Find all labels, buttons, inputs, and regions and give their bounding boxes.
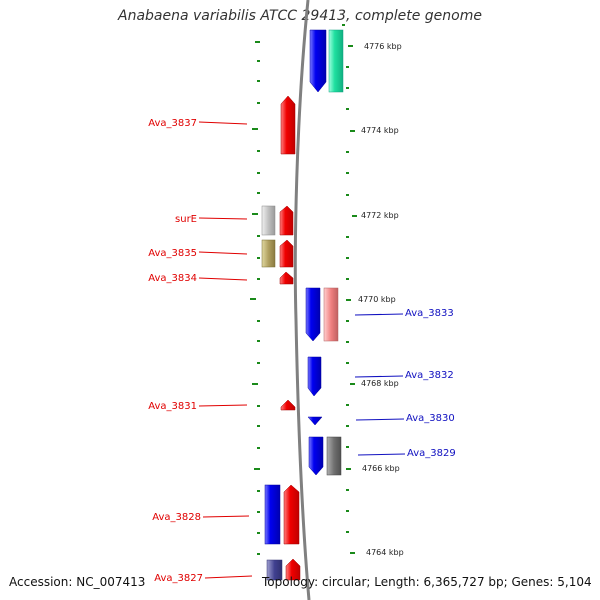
gene-ava-3835-block[interactable] xyxy=(261,239,276,268)
gene-label-ava-3837[interactable]: Ava_3837 xyxy=(148,118,197,129)
gene-label-ava-3829[interactable]: Ava_3829 xyxy=(407,448,456,459)
gene-ava-3834-arrow[interactable] xyxy=(279,271,294,285)
gene-label-ava-3835[interactable]: Ava_3835 xyxy=(148,248,197,259)
gene-sure-arrow[interactable] xyxy=(279,205,294,236)
kbp-label-4770: 4770 kbp xyxy=(358,295,396,304)
genome-title: Anabaena variabilis ATCC 29413, complete… xyxy=(118,8,482,24)
gene-ava-3832-arrow[interactable] xyxy=(307,356,322,397)
right-tick-marks xyxy=(342,24,357,554)
kbp-label-4776: 4776 kbp xyxy=(364,42,402,51)
gene-label-ava-3834[interactable]: Ava_3834 xyxy=(148,273,197,284)
gene-label-ava-3833[interactable]: Ava_3833 xyxy=(405,308,454,319)
gene-ava-3833-arrow[interactable] xyxy=(305,287,321,342)
gene-label-ava-3827[interactable]: Ava_3827 xyxy=(154,573,203,584)
gene-ava-3830-arrow[interactable] xyxy=(307,416,323,426)
feature-block-top-green[interactable] xyxy=(328,29,344,93)
gene-sure-block[interactable] xyxy=(261,205,276,236)
gene-label-ava-3828[interactable]: Ava_3828 xyxy=(152,512,201,523)
right-leader-lines xyxy=(354,313,406,456)
gene-ava-3831-arrow[interactable] xyxy=(280,399,296,411)
gene-ava-3828-block[interactable] xyxy=(264,484,281,545)
genome-backbone xyxy=(293,0,311,600)
left-tick-marks xyxy=(250,41,260,555)
gene-ava-3837-arrow[interactable] xyxy=(280,95,296,155)
gene-ava-3833-block[interactable] xyxy=(323,287,339,342)
gene-label-ava-3832[interactable]: Ava_3832 xyxy=(405,370,454,381)
gene-ava-3827-block[interactable] xyxy=(266,559,283,581)
left-leader-lines xyxy=(198,121,253,579)
kbp-label-4766: 4766 kbp xyxy=(362,464,400,473)
gene-ava-3827-arrow[interactable] xyxy=(285,558,301,581)
kbp-label-4764: 4764 kbp xyxy=(366,548,404,557)
gene-ava-3829-arrow[interactable] xyxy=(308,436,324,476)
accession-text: Accession: NC_007413 xyxy=(9,575,146,589)
gene-label-ava-3830[interactable]: Ava_3830 xyxy=(406,413,455,424)
kbp-label-4774: 4774 kbp xyxy=(361,126,399,135)
kbp-label-4772: 4772 kbp xyxy=(361,211,399,220)
gene-ava-3835-arrow[interactable] xyxy=(279,239,294,268)
gene-ava-3828-arrow[interactable] xyxy=(283,484,300,545)
kbp-label-4768: 4768 kbp xyxy=(361,379,399,388)
gene-label-ava-3831[interactable]: Ava_3831 xyxy=(148,401,197,412)
gene-ava-3829-block[interactable] xyxy=(326,436,342,476)
gene-label-sure[interactable]: surE xyxy=(175,214,197,225)
topology-text: Topology: circular; Length: 6,365,727 bp… xyxy=(262,575,592,589)
feature-block-top-blue[interactable] xyxy=(309,29,327,93)
